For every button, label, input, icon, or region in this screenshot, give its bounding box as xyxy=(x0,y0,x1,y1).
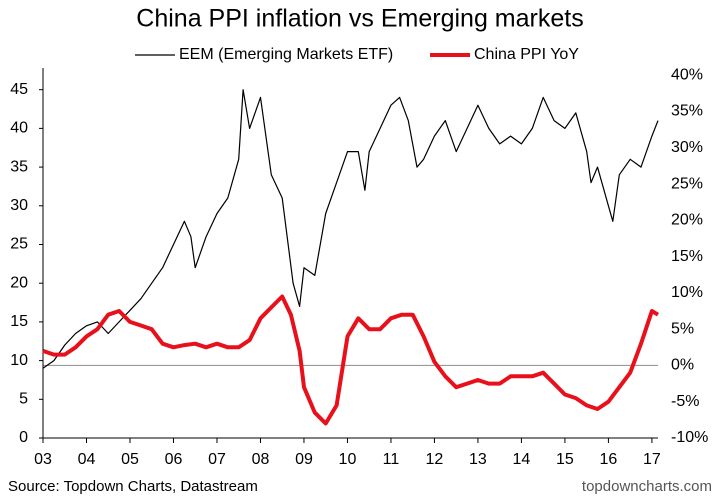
x-tick-label: 13 xyxy=(469,451,487,468)
watermark: topdowncharts.com xyxy=(582,478,712,495)
y2-tick-label: 5% xyxy=(671,320,694,337)
y-tick-label: 25 xyxy=(10,236,28,253)
y2-tick-label: 35% xyxy=(671,103,703,120)
y-tick-label: 10 xyxy=(10,352,28,369)
x-tick-label: 09 xyxy=(295,451,313,468)
y-tick-label: 15 xyxy=(10,313,28,330)
y2-tick-label: 10% xyxy=(671,284,703,301)
y-tick-label: 40 xyxy=(10,120,28,137)
x-tick-label: 07 xyxy=(208,451,226,468)
x-tick-label: 03 xyxy=(34,451,52,468)
x-tick-label: 10 xyxy=(339,451,357,468)
series-line xyxy=(42,294,660,426)
chart-title: China PPI inflation vs Emerging markets xyxy=(136,5,583,33)
y2-tick-label: 40% xyxy=(671,66,703,83)
y-tick-label: 30 xyxy=(10,197,28,214)
y2-tick-label: 30% xyxy=(671,139,703,156)
x-tick-label: 17 xyxy=(643,451,661,468)
x-tick-label: 05 xyxy=(121,451,139,468)
x-tick-label: 08 xyxy=(252,451,270,468)
source-note: Source: Topdown Charts, Datastream xyxy=(8,478,258,495)
x-tick-label: 12 xyxy=(426,451,444,468)
y2-tick-label: -5% xyxy=(671,393,699,410)
y-tick-label: 5 xyxy=(19,391,28,408)
legend-label: China PPI YoY xyxy=(474,46,579,63)
y2-tick-label: 20% xyxy=(671,212,703,229)
x-tick-label: 16 xyxy=(600,451,618,468)
x-tick-label: 06 xyxy=(165,451,183,468)
y-tick-label: 45 xyxy=(10,81,28,98)
x-tick-label: 11 xyxy=(383,451,400,468)
y-tick-label: 0 xyxy=(19,429,28,446)
y-tick-label: 35 xyxy=(10,158,28,175)
legend-label: EEM (Emerging Markets ETF) xyxy=(179,46,393,63)
y2-tick-label: -10% xyxy=(671,429,708,446)
x-tick-label: 04 xyxy=(78,451,96,468)
y2-tick-label: 25% xyxy=(671,175,703,192)
x-tick-label: 15 xyxy=(556,451,574,468)
y2-tick-label: 15% xyxy=(671,248,703,265)
series-line xyxy=(42,89,659,369)
x-tick-label: 14 xyxy=(513,451,531,468)
y2-tick-label: 0% xyxy=(671,357,694,374)
y-tick-label: 20 xyxy=(10,274,28,291)
